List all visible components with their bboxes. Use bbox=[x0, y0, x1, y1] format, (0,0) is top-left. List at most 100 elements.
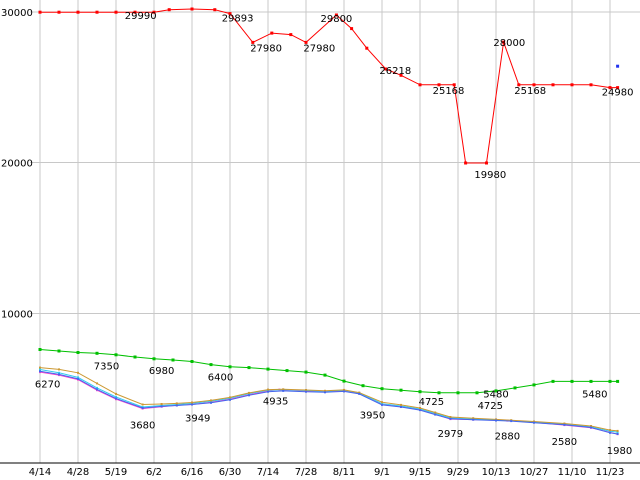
data-point-marker bbox=[517, 83, 521, 87]
data-point-marker bbox=[551, 83, 555, 87]
data-point-marker bbox=[305, 389, 307, 391]
data-label: 19980 bbox=[474, 170, 506, 181]
data-point-marker bbox=[304, 370, 308, 374]
data-point-marker bbox=[334, 13, 338, 17]
series-line bbox=[39, 371, 618, 435]
data-point-marker bbox=[589, 379, 593, 383]
data-point-marker bbox=[304, 40, 308, 44]
data-point-marker bbox=[77, 377, 79, 380]
data-point-marker bbox=[57, 10, 61, 14]
data-label: 6400 bbox=[208, 373, 233, 384]
series-line bbox=[39, 370, 618, 435]
data-point-marker bbox=[616, 433, 619, 435]
data-point-marker bbox=[248, 394, 250, 397]
data-label: 6980 bbox=[149, 366, 174, 377]
data-point-marker bbox=[434, 411, 437, 414]
data-point-marker bbox=[77, 371, 79, 374]
data-point-marker bbox=[210, 399, 212, 402]
data-point-marker bbox=[343, 388, 345, 391]
data-point-marker bbox=[384, 67, 388, 71]
data-point-marker bbox=[589, 83, 593, 87]
data-label: 4725 bbox=[478, 401, 503, 412]
y-axis-labels: 30000 20000 10000 bbox=[1, 8, 33, 320]
data-point-marker bbox=[228, 365, 232, 369]
data-point-marker bbox=[609, 431, 611, 434]
data-label: 29893 bbox=[222, 14, 254, 25]
data-point-marker bbox=[95, 351, 99, 355]
data-point-marker bbox=[152, 10, 156, 14]
data-point-marker bbox=[418, 83, 422, 87]
data-point-marker bbox=[141, 407, 144, 409]
data-point-marker bbox=[191, 401, 193, 404]
data-point-marker bbox=[609, 429, 611, 432]
data-label: 29800 bbox=[320, 14, 352, 25]
data-point-marker bbox=[141, 403, 144, 406]
data-label: 27980 bbox=[303, 43, 335, 54]
x-axis-tick-label: 6/16 bbox=[181, 467, 203, 478]
data-point-marker bbox=[358, 392, 361, 395]
data-point-marker bbox=[160, 405, 163, 408]
data-point-marker bbox=[616, 86, 620, 90]
data-point-marker bbox=[247, 366, 251, 370]
data-label: 5480 bbox=[582, 389, 607, 400]
data-point-marker bbox=[167, 8, 171, 12]
data-point-marker bbox=[228, 12, 232, 16]
data-label: 3680 bbox=[130, 421, 155, 432]
data-point-marker bbox=[324, 389, 326, 392]
data-point-marker bbox=[399, 73, 403, 77]
data-point-marker bbox=[532, 83, 536, 87]
data-point-marker bbox=[533, 421, 535, 424]
data-point-marker bbox=[616, 431, 619, 434]
data-point-marker bbox=[590, 425, 592, 427]
data-point-marker bbox=[400, 406, 402, 408]
data-point-marker bbox=[190, 7, 194, 11]
data-point-marker bbox=[532, 383, 536, 387]
data-point-marker bbox=[563, 423, 566, 426]
data-point-marker bbox=[361, 384, 365, 388]
x-axis-tick-label: 11/23 bbox=[596, 467, 625, 478]
data-point-marker bbox=[57, 349, 61, 353]
data-point-marker bbox=[210, 401, 212, 404]
data-point-marker bbox=[229, 398, 231, 401]
y-axis-tick-label: 30000 bbox=[1, 8, 33, 19]
data-point-marker bbox=[608, 86, 612, 90]
x-axis-tick-label: 6/30 bbox=[219, 467, 241, 478]
data-point-marker bbox=[58, 371, 60, 374]
data-point-marker bbox=[434, 413, 437, 416]
data-point-marker bbox=[449, 416, 452, 418]
data-point-marker bbox=[114, 10, 118, 14]
data-point-marker bbox=[190, 360, 194, 363]
data-label: 25168 bbox=[433, 86, 465, 97]
data-point-marker bbox=[171, 358, 175, 362]
x-axis-tick-label: 9/1 bbox=[374, 467, 390, 478]
data-point-marker bbox=[114, 353, 118, 357]
data-point-marker bbox=[58, 368, 60, 371]
data-point-marker bbox=[570, 379, 574, 383]
data-point-marker bbox=[39, 368, 41, 371]
data-label: 26218 bbox=[379, 66, 411, 77]
series-blue-endpoint bbox=[616, 64, 620, 68]
data-point-marker bbox=[464, 161, 468, 165]
data-point-marker bbox=[452, 83, 456, 87]
data-point-marker bbox=[323, 373, 327, 377]
data-point-marker bbox=[551, 379, 555, 383]
x-axis-tick-label: 7/14 bbox=[257, 467, 279, 478]
data-point-marker bbox=[267, 388, 269, 391]
data-point-marker bbox=[229, 396, 231, 399]
data-point-marker bbox=[608, 379, 612, 383]
data-point-marker bbox=[399, 388, 403, 392]
data-label: 4725 bbox=[419, 397, 444, 408]
data-point-marker bbox=[270, 31, 274, 35]
data-point-marker bbox=[285, 369, 289, 373]
data-point-marker bbox=[350, 27, 354, 31]
x-axis-tick-label: 9/29 bbox=[447, 467, 469, 478]
x-axis-tick-label: 5/19 bbox=[105, 467, 127, 478]
data-point-marker bbox=[590, 426, 592, 429]
data-point-marker bbox=[115, 397, 117, 400]
data-point-marker bbox=[472, 418, 475, 421]
data-label: 2979 bbox=[438, 429, 463, 440]
data-point-marker bbox=[343, 390, 345, 393]
data-point-marker bbox=[449, 417, 452, 420]
data-point-marker bbox=[358, 391, 361, 394]
